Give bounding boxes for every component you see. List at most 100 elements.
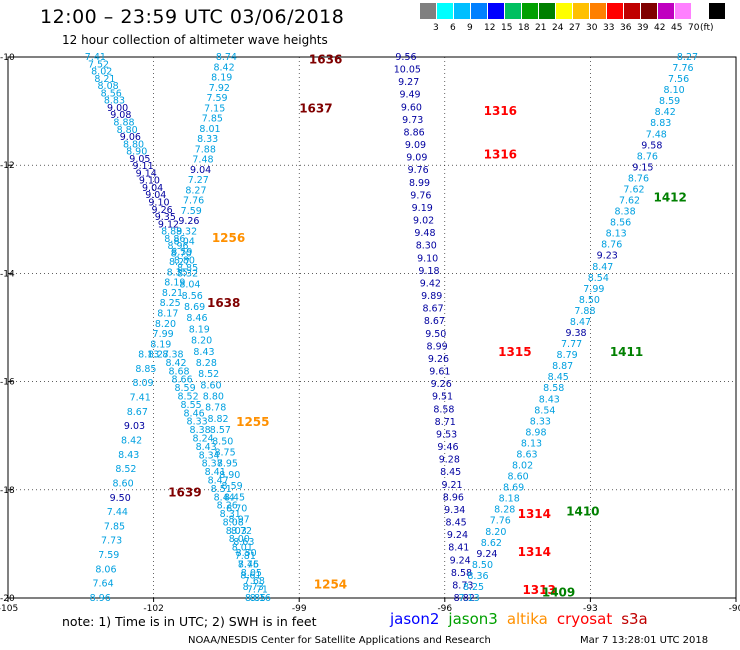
swh-value: 7.88: [195, 144, 216, 155]
swh-value: 7.27: [188, 175, 209, 186]
swh-value: 8.73: [452, 580, 473, 591]
swh-value: 8.70: [226, 503, 247, 514]
swh-value: 9.26: [178, 216, 199, 227]
swh-value: 8.47: [592, 262, 613, 273]
swh-value: 7.48: [646, 129, 667, 140]
swh-value: 8.35: [167, 267, 188, 278]
colorbar-label: 18: [518, 23, 530, 33]
swh-value: 9.05: [129, 154, 150, 165]
swh-value: 8.50: [236, 548, 257, 559]
swh-value: 7.76: [490, 516, 511, 527]
colorbar-swatch: [420, 3, 436, 19]
swh-value: 9.27: [398, 77, 419, 88]
swh-value: 8.56: [182, 291, 203, 302]
swh-value: 8.04: [174, 237, 195, 248]
pass-time-label: 1256: [212, 231, 245, 245]
swh-value: 8.41: [448, 543, 469, 554]
swh-value: 8.10: [664, 85, 685, 96]
swh-value: 8.90: [219, 470, 240, 481]
legend-item-jason2: jason2: [390, 610, 440, 628]
swh-value: 9.58: [641, 140, 662, 151]
swh-value: 8.87: [552, 361, 573, 372]
swh-value: 8.52: [115, 464, 136, 475]
swh-value: 8.38: [614, 207, 635, 218]
swh-value: 8.42: [121, 435, 142, 446]
swh-value: 8.08: [98, 81, 119, 92]
plot-frame: [7, 56, 737, 599]
swh-value: 9.35: [155, 212, 176, 223]
swh-value: 8.46: [186, 313, 207, 324]
colorbar-unit: (ft): [700, 23, 714, 33]
satellite-tracks: 7.417.528.028.218.088.568.839.009.088.88…: [85, 52, 698, 604]
swh-value: 9.89: [421, 291, 442, 302]
swh-value: 7.88: [574, 306, 595, 317]
plot-grid: [8, 57, 736, 598]
swh-value: 8.85: [135, 364, 156, 375]
swh-value: 7.62: [623, 184, 644, 195]
swh-value: 9.46: [437, 442, 458, 453]
swh-value: 8.67: [127, 407, 148, 418]
colorbar-label: 6: [450, 23, 456, 33]
swh-value: 7.81: [235, 551, 256, 562]
swh-value: 8.27: [677, 52, 698, 63]
colorbar-swatch: [488, 3, 504, 19]
swh-value: 8.21: [162, 288, 183, 299]
swh-value: 8.83: [650, 118, 671, 129]
swh-value: 9.34: [444, 505, 465, 516]
swh-value: 8.00: [229, 534, 250, 545]
swh-value: 9.21: [441, 480, 462, 491]
swh-value: 9.06: [120, 132, 141, 143]
swh-value: 8.33: [530, 416, 551, 427]
swh-value: 8.75: [214, 447, 235, 458]
map-title: 12:00 – 23:59 UTC 03/06/2018: [40, 6, 345, 28]
swh-value: 9.19: [412, 203, 433, 214]
swh-value: 8.85: [245, 593, 266, 604]
swh-value: 8.63: [233, 537, 254, 548]
swh-value: 8.56: [101, 88, 122, 99]
satellite-legend: jason2 jason3 altika cryosat s3a: [390, 610, 657, 628]
swh-value: 8.44: [214, 492, 235, 503]
swh-value: 9.10: [417, 253, 438, 264]
swh-value: 8.61: [240, 571, 261, 582]
swh-value: 8.68: [168, 366, 189, 377]
colorbar-label: 15: [501, 23, 513, 33]
swh-value: 8.82: [454, 593, 475, 604]
swh-value: 9.09: [405, 140, 426, 151]
swh-value: 8.60: [112, 478, 133, 489]
colorbar-swatch: [539, 3, 555, 19]
swh-value: 8.76: [628, 173, 649, 184]
swh-value: 7.52: [88, 59, 109, 70]
swh-value: 7.41: [130, 393, 151, 404]
swh-value: 8.52: [177, 392, 198, 403]
swh-value: 8.85: [177, 263, 198, 274]
swh-value: 8.89: [161, 227, 182, 238]
swh-value: 8.52: [198, 369, 219, 380]
pass-time-label: 1639: [168, 486, 201, 500]
swh-value: 8.50: [472, 560, 493, 571]
swh-value: 8.99: [427, 341, 448, 352]
swh-value: 8.02: [91, 67, 112, 78]
swh-value: 8.50: [579, 295, 600, 306]
swh-value: 8.60: [200, 380, 221, 391]
swh-value: 8.96: [443, 492, 464, 503]
swh-value: 8.42: [213, 62, 234, 73]
swh-value: 8.19: [164, 278, 185, 289]
swh-value: 9.04: [145, 190, 166, 201]
swh-value: 9.18: [418, 266, 439, 277]
swh-value: 8.37: [202, 459, 223, 470]
map-subtitle: 12 hour collection of altimeter wave hei…: [62, 33, 328, 47]
swh-value: 7.76: [183, 196, 204, 207]
swh-value: 9.53: [436, 429, 457, 440]
swh-value: 9.76: [410, 190, 431, 201]
swh-value: 7.64: [92, 579, 113, 590]
swh-value: 7.71: [247, 585, 268, 596]
pass-time-label: 1254: [314, 577, 347, 591]
colorbar-swatch: [624, 3, 640, 19]
pass-time-label: 1409: [542, 586, 575, 600]
swh-value: 7.15: [204, 103, 225, 114]
swh-value: 9.24: [447, 530, 468, 541]
swh-value: 8.32: [176, 226, 197, 237]
swh-value: 9.24: [450, 555, 471, 566]
swh-value: 8.47: [570, 317, 591, 328]
swh-value: 9.26: [431, 379, 452, 390]
